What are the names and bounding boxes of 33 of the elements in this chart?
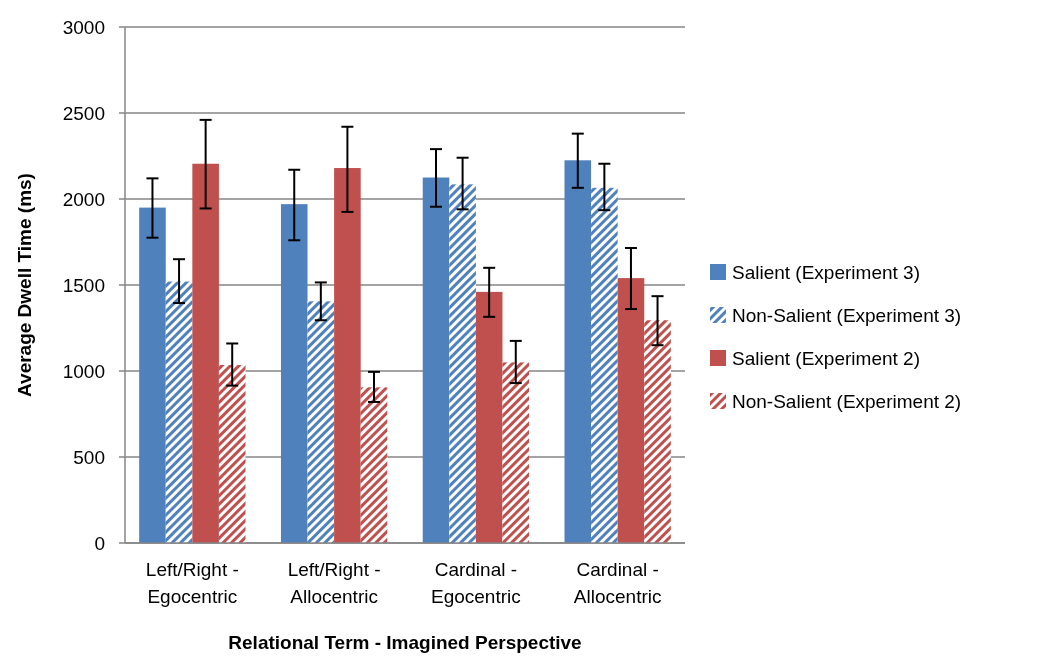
bar: [449, 184, 476, 543]
bar: [502, 362, 530, 543]
bar: [591, 187, 618, 543]
bar: [192, 163, 219, 543]
bar: [644, 320, 671, 543]
bar: [165, 281, 193, 543]
x-tick-label: Cardinal - Allocentric: [573, 559, 662, 607]
y-tick-label: 1500: [62, 274, 105, 296]
y-tick-label: 2000: [62, 188, 105, 210]
legend-label: Non-Salient (Experiment 3): [732, 304, 962, 326]
bar: [280, 204, 308, 543]
y-tick-label: 3000: [62, 16, 105, 38]
bar: [360, 387, 388, 543]
legend-label: Salient (Experiment 2): [732, 347, 920, 369]
legend-label: Salient (Experiment 3): [732, 261, 920, 283]
bar: [564, 160, 592, 543]
y-tick-label: 500: [73, 446, 105, 468]
legend-label: Non-Salient (Experiment 2): [732, 390, 962, 412]
y-axis-title: Average Dwell Time (ms): [14, 173, 35, 397]
x-tick-label: Left/Right - Allocentric: [287, 559, 381, 607]
bar: [617, 278, 645, 543]
x-axis-title: Relational Term - Imagined Perspective: [228, 632, 582, 653]
y-tick-label: 0: [94, 532, 105, 554]
y-tick-label: 2500: [62, 102, 105, 124]
bar: [307, 301, 335, 543]
bar: [334, 168, 361, 543]
bar: [139, 207, 166, 543]
y-tick-label: 1000: [62, 360, 105, 382]
bar: [218, 364, 246, 543]
bar: [475, 291, 503, 543]
x-tick-label: Left/Right - Egocentric: [145, 559, 239, 607]
bar: [422, 177, 450, 543]
x-tick-label: Cardinal - Egocentric: [431, 559, 521, 607]
